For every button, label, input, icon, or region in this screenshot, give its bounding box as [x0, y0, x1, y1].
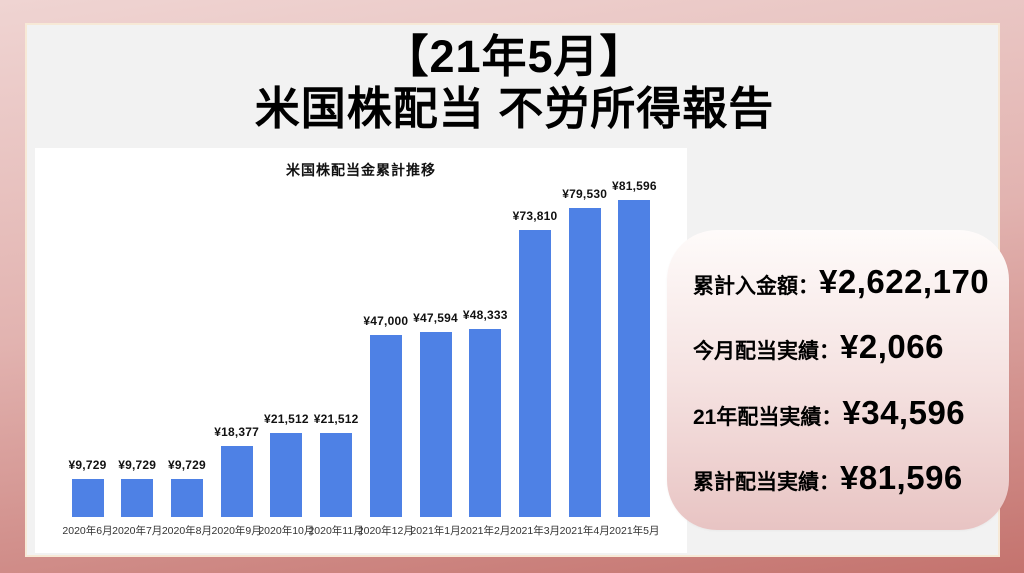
summary-row-total-dividend: 累計配当実績：¥81,596	[693, 459, 999, 497]
bar-value-label: ¥79,530	[562, 187, 608, 201]
summary-label: 累計入金額：	[693, 275, 819, 299]
x-axis-label: 2020年10月	[258, 525, 315, 537]
bar	[220, 446, 253, 517]
x-axis-label: 2021年3月	[509, 525, 561, 537]
bar-value-label: ¥21,512	[263, 412, 309, 426]
bar-column: ¥9,729 2020年8月	[162, 148, 212, 537]
bar-value-label: ¥21,512	[313, 412, 359, 426]
bar-column: ¥81,596 2021年5月	[609, 148, 659, 537]
x-axis-label: 2020年9月	[211, 525, 262, 537]
bar-value-label: ¥47,000	[363, 314, 409, 328]
summary-value: ¥34,596	[842, 393, 966, 431]
summary-value: ¥2,622,170	[819, 263, 990, 301]
bar-column: ¥47,000 2020年12月	[358, 148, 414, 537]
summary-label: 今月配当実績：	[693, 340, 840, 364]
page-title-line1: 【21年5月】	[383, 31, 646, 82]
summary-label: 21年配当実績：	[693, 405, 843, 429]
x-axis-label: 2020年6月	[62, 525, 113, 537]
x-axis-label: 2020年12月	[357, 525, 414, 537]
x-axis-label: 2021年2月	[460, 525, 511, 537]
bar-column: ¥73,810 2021年3月	[510, 148, 560, 537]
x-axis-label: 2020年7月	[112, 525, 163, 537]
bar-value-label: ¥48,333	[462, 308, 508, 322]
summary-panel: 累計入金額：¥2,622,170 今月配当実績：¥2,066 21年配当実績：¥…	[667, 230, 1009, 530]
summary-row-year-dividend: 21年配当実績：¥34,596	[693, 394, 999, 432]
bar-column: ¥79,530 2021年4月	[560, 148, 610, 537]
bar	[469, 329, 502, 517]
summary-value: ¥2,066	[840, 328, 944, 366]
summary-label: 累計配当実績：	[693, 470, 840, 494]
bar-column: ¥48,333 2021年2月	[460, 148, 510, 537]
summary-value: ¥81,596	[840, 458, 963, 496]
x-axis-label: 2021年5月	[609, 525, 660, 537]
bar	[270, 433, 303, 517]
bar-value-label: ¥73,810	[512, 209, 558, 223]
summary-row-month-dividend: 今月配当実績：¥2,066	[693, 328, 999, 366]
dividend-bar-chart: 米国株配当金累計推移 ¥9,729 2020年6月 ¥9,729 2020年7月 ¥9,…	[35, 148, 687, 553]
bar-value-label: ¥9,729	[118, 458, 157, 472]
bar-column: ¥47,594 2021年1月	[410, 148, 460, 537]
bar-column: ¥21,512 2020年10月	[258, 148, 314, 537]
x-axis-label: 2020年8月	[161, 525, 213, 537]
page-title: 【21年5月】 米国株配当 不労所得報告	[27, 31, 1002, 135]
bar	[518, 230, 551, 517]
x-axis-label: 2020年11月	[308, 525, 364, 537]
summary-row-total-deposit: 累計入金額：¥2,622,170	[693, 263, 999, 301]
bar-value-label: ¥9,729	[68, 458, 107, 472]
bar-value-label: ¥9,729	[167, 458, 206, 472]
chart-title: 米国株配当金累計推移	[286, 162, 436, 178]
bar-value-label: ¥47,594	[413, 311, 458, 325]
x-axis-label: 2021年1月	[410, 525, 461, 537]
bar-column: ¥9,729 2020年6月	[62, 148, 112, 537]
bar	[419, 332, 452, 517]
bar	[170, 479, 203, 517]
bar	[369, 335, 402, 517]
bar-value-label: ¥18,377	[214, 425, 260, 439]
bar	[618, 200, 651, 517]
bar	[121, 479, 154, 517]
content-card: 【21年5月】 米国株配当 不労所得報告 米国株配当金累計推移 ¥9,729 20…	[25, 23, 1009, 557]
bar-column: ¥18,377 2020年9月	[212, 148, 262, 537]
chart-plot-area: ¥9,729 2020年6月 ¥9,729 2020年7月 ¥9,729 2020年8月 ¥…	[62, 148, 659, 537]
bar-value-label: ¥81,596	[612, 179, 657, 193]
bar	[71, 479, 104, 517]
x-axis-label: 2021年4月	[559, 525, 610, 537]
bar	[320, 433, 353, 517]
bar-column: ¥21,512 2020年11月	[308, 148, 363, 537]
bar	[568, 208, 601, 517]
bar-column: ¥9,729 2020年7月	[112, 148, 162, 537]
page-title-line2: 米国株配当 不労所得報告	[254, 83, 775, 134]
